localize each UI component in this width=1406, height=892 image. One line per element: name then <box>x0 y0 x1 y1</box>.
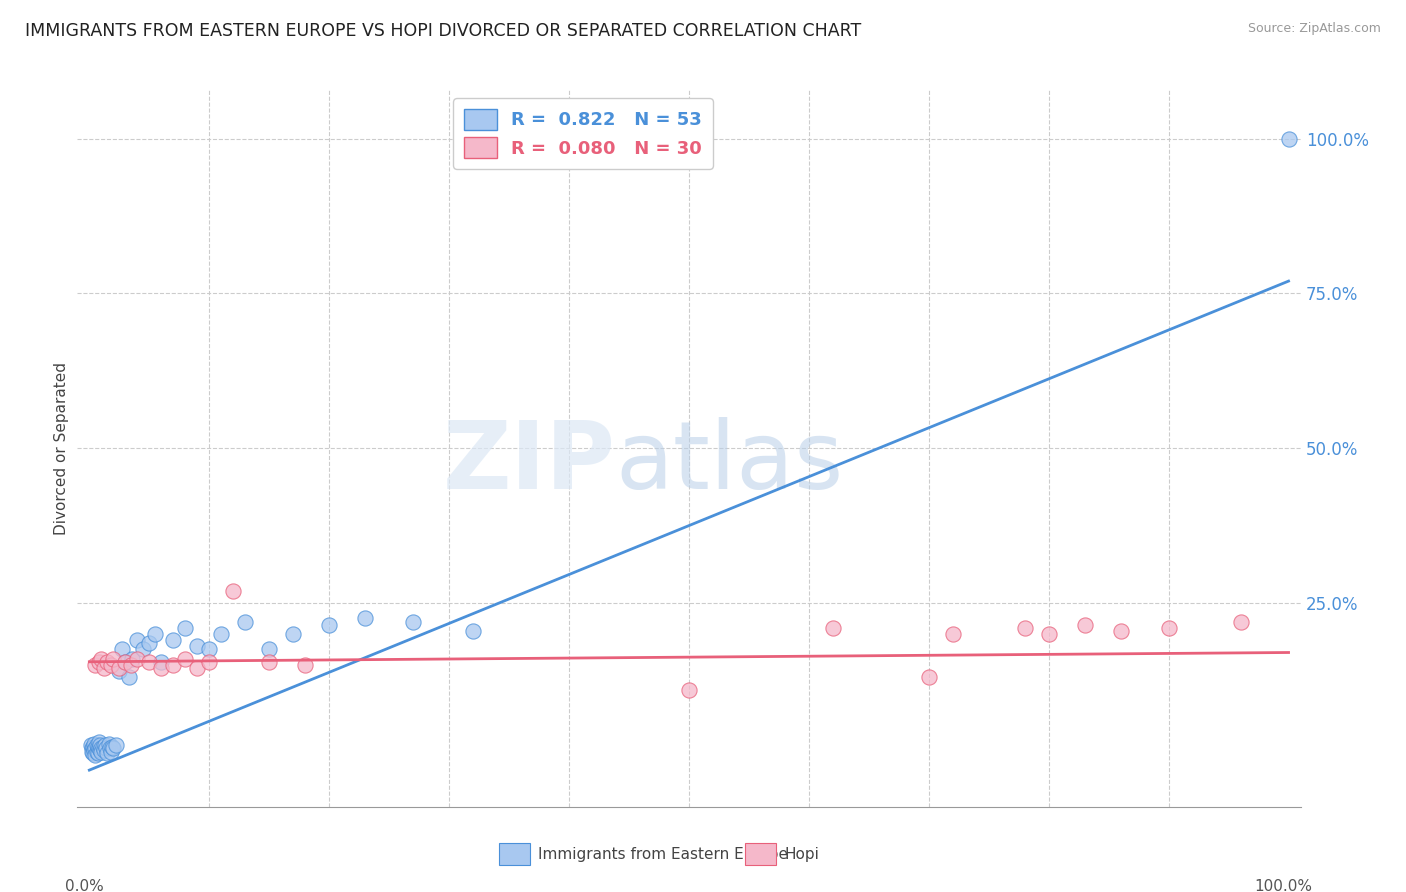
Point <box>83 743 105 757</box>
Point <box>87 655 110 669</box>
Point <box>821 621 844 635</box>
Point <box>222 583 245 598</box>
Point <box>80 741 103 756</box>
Point <box>1073 617 1095 632</box>
Point <box>1229 615 1251 629</box>
Point <box>138 636 160 650</box>
Point <box>257 655 280 669</box>
Point <box>86 739 108 753</box>
Text: Immigrants from Eastern Europe: Immigrants from Eastern Europe <box>538 847 789 862</box>
Point <box>283 627 305 641</box>
Text: Hopi: Hopi <box>785 847 820 862</box>
Point <box>97 737 120 751</box>
Point <box>80 745 103 759</box>
Point <box>461 624 484 638</box>
Point <box>90 745 112 759</box>
Point <box>186 640 208 654</box>
Point <box>918 670 941 684</box>
Point <box>96 746 118 760</box>
Y-axis label: Divorced or Separated: Divorced or Separated <box>53 362 69 534</box>
Point <box>86 739 108 754</box>
Point <box>87 735 110 749</box>
Point <box>1157 621 1180 635</box>
Point <box>94 741 117 756</box>
Point <box>86 745 108 759</box>
Point <box>1014 621 1036 635</box>
Point <box>93 661 115 675</box>
Point <box>132 642 155 657</box>
Point <box>93 743 115 757</box>
Point <box>233 615 256 629</box>
Point <box>84 657 107 672</box>
Point <box>143 627 166 641</box>
Point <box>100 657 122 672</box>
Point <box>120 657 142 672</box>
Point <box>108 664 131 678</box>
Point <box>150 661 173 675</box>
Point <box>91 739 114 754</box>
Point <box>402 615 425 629</box>
Point <box>127 633 149 648</box>
Point <box>162 633 184 648</box>
Point <box>90 651 112 665</box>
Point <box>84 741 107 756</box>
Legend: R =  0.822   N = 53, R =  0.080   N = 30: R = 0.822 N = 53, R = 0.080 N = 30 <box>453 98 713 169</box>
Point <box>103 741 125 756</box>
Point <box>198 655 221 669</box>
Point <box>174 651 197 665</box>
Point <box>89 739 111 753</box>
Point <box>101 739 124 754</box>
Point <box>82 739 104 754</box>
Point <box>1038 627 1060 641</box>
Point <box>82 746 104 760</box>
Text: 0.0%: 0.0% <box>65 880 104 892</box>
Point <box>83 737 105 751</box>
Point <box>1109 624 1132 638</box>
Point <box>86 746 108 760</box>
Point <box>87 741 110 756</box>
Point <box>186 661 208 675</box>
Point <box>108 661 131 675</box>
Point <box>98 741 121 756</box>
Point <box>114 655 136 669</box>
Point <box>111 642 134 657</box>
Point <box>294 657 316 672</box>
Point <box>94 739 117 753</box>
Point <box>103 651 125 665</box>
Point <box>84 747 107 762</box>
Point <box>114 655 136 669</box>
Point <box>118 670 141 684</box>
Point <box>354 611 377 625</box>
Point <box>150 655 173 669</box>
Point <box>79 739 101 753</box>
Point <box>100 745 122 759</box>
Point <box>138 655 160 669</box>
Point <box>96 655 118 669</box>
Text: 100.0%: 100.0% <box>1254 880 1313 892</box>
Point <box>318 617 340 632</box>
Text: IMMIGRANTS FROM EASTERN EUROPE VS HOPI DIVORCED OR SEPARATED CORRELATION CHART: IMMIGRANTS FROM EASTERN EUROPE VS HOPI D… <box>25 22 862 40</box>
Point <box>162 657 184 672</box>
Point <box>121 651 143 665</box>
Point <box>89 743 111 757</box>
Text: atlas: atlas <box>616 417 844 508</box>
Point <box>127 651 149 665</box>
Text: ZIP: ZIP <box>443 417 616 508</box>
Point <box>198 642 221 657</box>
Point <box>90 741 112 756</box>
Point <box>1277 132 1299 146</box>
Point <box>678 682 700 697</box>
Point <box>104 739 127 753</box>
Text: Source: ZipAtlas.com: Source: ZipAtlas.com <box>1247 22 1381 36</box>
Point <box>174 621 197 635</box>
Point <box>209 627 232 641</box>
Point <box>942 627 965 641</box>
Point <box>257 642 280 657</box>
